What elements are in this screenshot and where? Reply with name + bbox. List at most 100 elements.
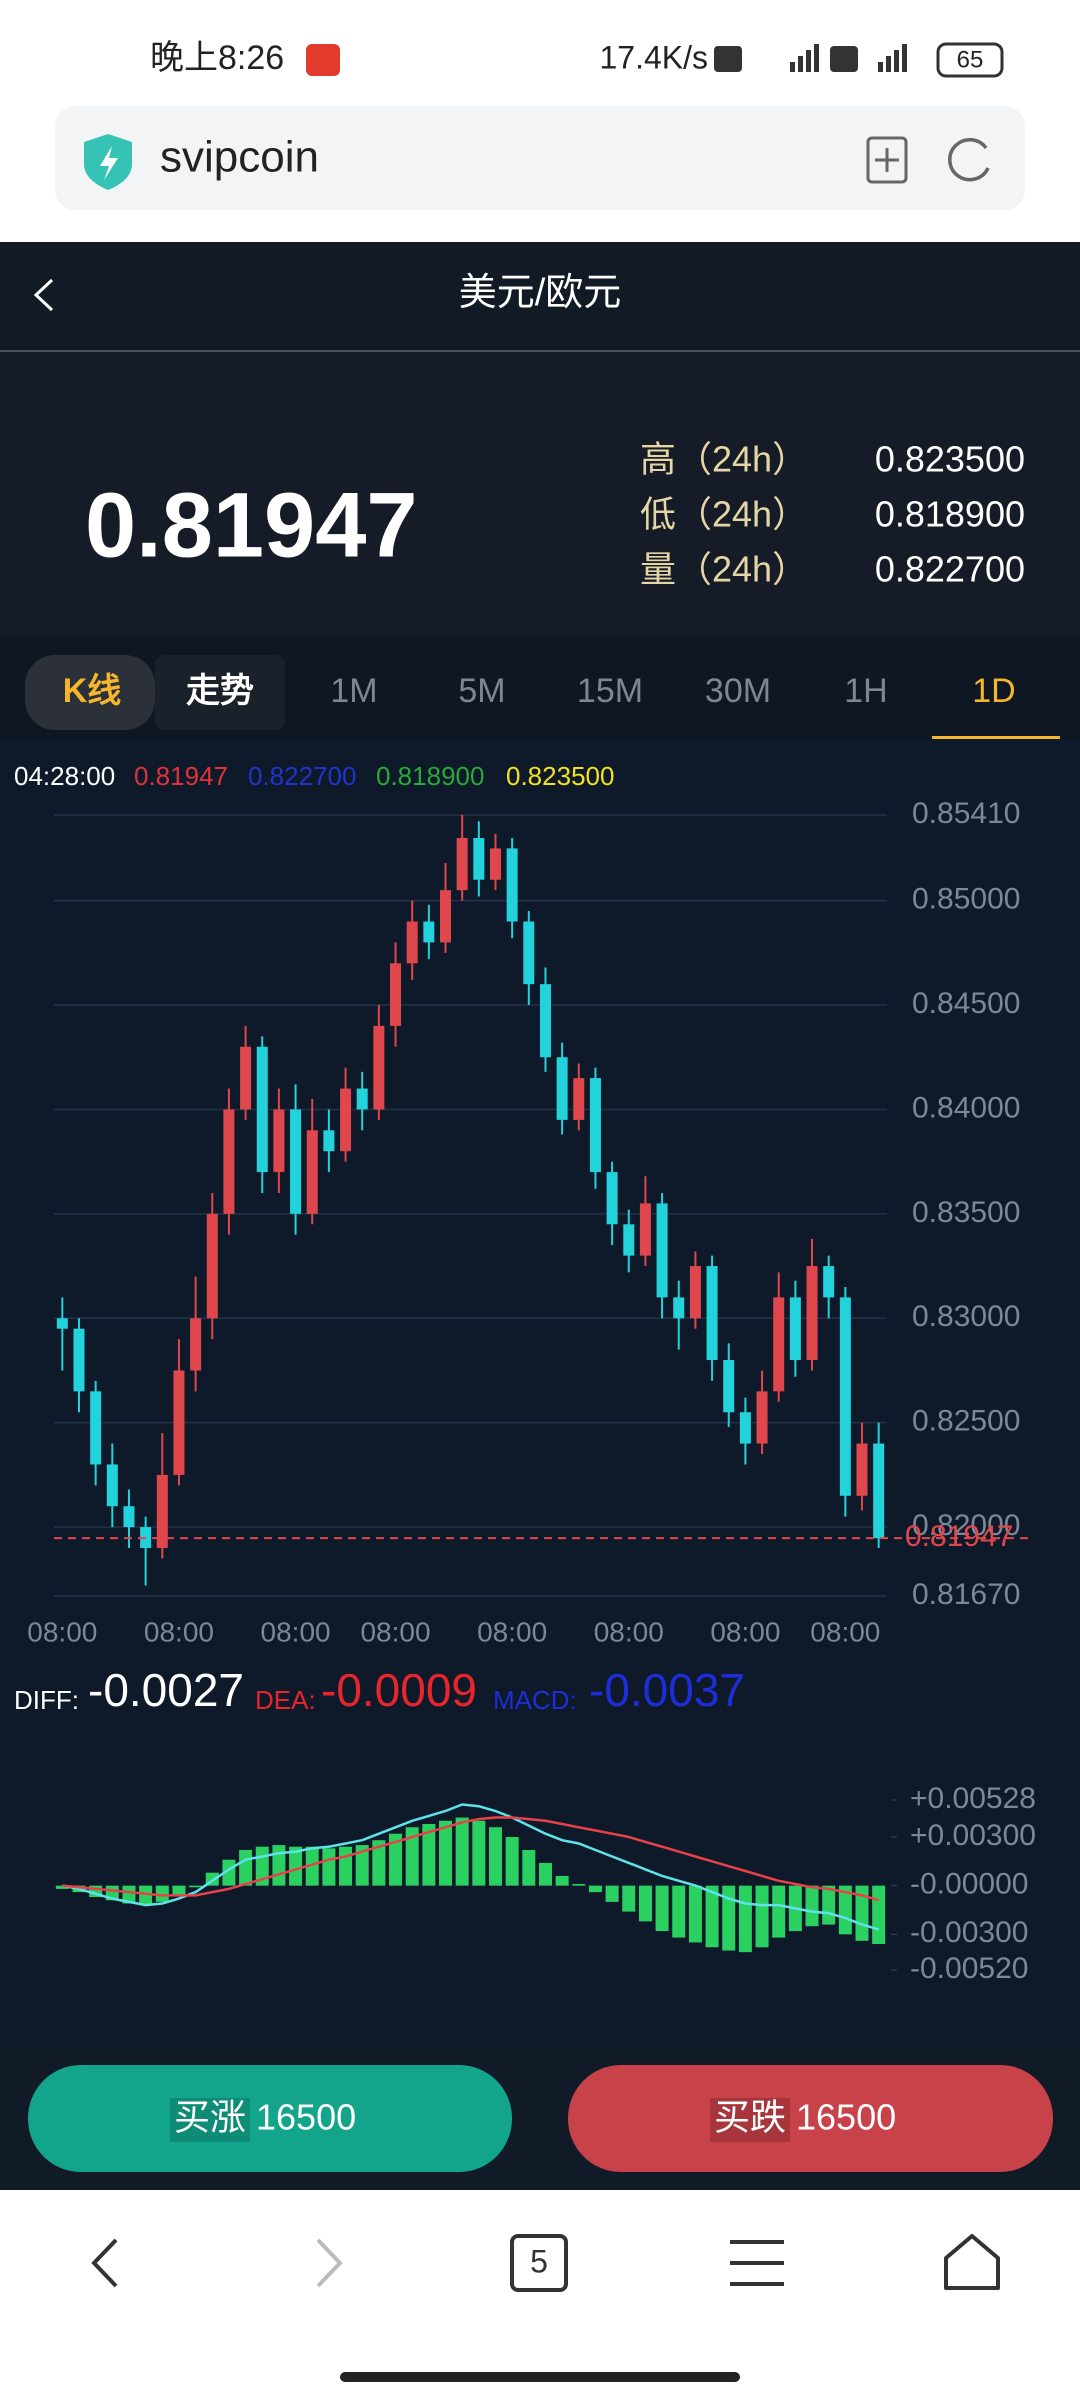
last-price-label: 0.81947: [905, 1520, 1013, 1553]
home-indicator: [340, 2372, 740, 2382]
candle-body: [73, 1328, 85, 1392]
bookmark-button[interactable]: [866, 136, 908, 184]
y-tick-label: 0.84000: [912, 1091, 1020, 1124]
buy-up-button[interactable]: [28, 2065, 512, 2172]
y-tick-label: 0.84500: [912, 987, 1020, 1020]
back-button[interactable]: [33, 278, 54, 312]
macd-bar: [872, 1885, 886, 1945]
address-bar[interactable]: [55, 106, 1025, 210]
candle-body: [656, 1203, 668, 1298]
legend-value: -0.0037: [589, 1664, 745, 1716]
macd-bar: [638, 1885, 652, 1922]
nav-back[interactable]: [91, 2238, 118, 2288]
candle-body: [606, 1172, 618, 1225]
candle-body: [206, 1213, 218, 1319]
info-low: 0.818900: [376, 761, 484, 791]
candle-body: [539, 984, 551, 1058]
x-tick-label: 08:00: [261, 1616, 331, 1647]
macd-bar: [239, 1849, 253, 1886]
candle-body: [856, 1443, 868, 1496]
macd-bar: [122, 1885, 136, 1904]
tab[interactable]: 1M: [330, 672, 377, 710]
battery-level: 65: [957, 46, 984, 73]
candle-body: [290, 1109, 302, 1214]
macd-line: [62, 1803, 880, 1931]
x-tick-label: 08:00: [477, 1616, 547, 1647]
macd-bar: [522, 1849, 536, 1886]
candle-body: [489, 848, 501, 880]
candle-body: [739, 1412, 751, 1444]
macd-bar: [405, 1827, 419, 1886]
battery: [936, 42, 1004, 78]
x-tick-label: 08:00: [144, 1616, 214, 1647]
candle-body: [456, 837, 468, 891]
macd-bar: [355, 1845, 369, 1886]
macd-bar: [705, 1885, 719, 1948]
url[interactable]: svipcoin: [160, 133, 319, 182]
candle-body: [623, 1224, 635, 1256]
macd-bar: [339, 1846, 353, 1886]
tab[interactable]: 15M: [577, 672, 643, 710]
macd-bar: [439, 1820, 453, 1886]
buy-down-button[interactable]: [568, 2065, 1053, 2172]
chart-bg: [0, 740, 1080, 2050]
tab[interactable]: 30M: [705, 672, 771, 710]
tab-pill: [155, 655, 285, 730]
y-tick-label: 0.85410: [912, 797, 1020, 830]
pair-title: 美元/欧元: [459, 272, 622, 314]
x-tick-label: 08:00: [27, 1616, 97, 1647]
status-app-icon: [306, 44, 340, 76]
nav-menu[interactable]: [730, 2240, 784, 2286]
candle-body: [123, 1506, 135, 1528]
macd-bar: [655, 1885, 669, 1932]
nav-forward[interactable]: [316, 2238, 343, 2288]
candle-body: [789, 1297, 801, 1361]
action-label[interactable]: 买跌: [714, 2097, 786, 2138]
candle-body: [440, 890, 452, 943]
macd-bar: [838, 1885, 852, 1935]
y-tick-label: 0.85000: [912, 883, 1020, 916]
candle-body: [173, 1370, 185, 1475]
macd-bar: [855, 1885, 869, 1941]
tab[interactable]: 5M: [458, 672, 505, 710]
chart-info: 04:28:00 0.81947 0.822700 0.818900 0.823500: [14, 761, 614, 791]
tab[interactable]: 1D: [972, 672, 1015, 710]
nav-tabs[interactable]: [510, 2234, 568, 2292]
action-label[interactable]: 买涨: [174, 2097, 246, 2138]
candle-body: [523, 921, 535, 985]
stat-label: 低（24h）: [640, 494, 808, 535]
action-amount[interactable]: 16500: [256, 2097, 356, 2138]
tab[interactable]: K线: [63, 672, 122, 710]
macd-bar: [289, 1846, 303, 1886]
x-tick-label: 08:00: [810, 1616, 880, 1647]
macd-bar: [555, 1875, 569, 1886]
candle-body: [240, 1046, 252, 1110]
candlestick-chart: 0.85410 0.85000 0.84500 0.84000 0.83500 0.830…: [27, 797, 1030, 1647]
action-label-bg: [710, 2098, 790, 2142]
tab-count: 5: [530, 2243, 548, 2279]
legend-value: -0.0009: [321, 1664, 477, 1716]
actions: 买涨 16500 买跌 16500: [170, 2097, 896, 2142]
macd-bar: [722, 1885, 736, 1951]
macd-bar: [272, 1845, 286, 1886]
refresh-button[interactable]: [948, 137, 990, 182]
macd-bar: [189, 1885, 203, 1888]
macd-bar: [55, 1885, 69, 1889]
nav-home[interactable]: [944, 2234, 1000, 2290]
tab[interactable]: 走势: [186, 672, 254, 710]
candle-body: [256, 1046, 268, 1173]
macd-bar: [505, 1836, 519, 1886]
macd-bar: [472, 1820, 486, 1886]
macd-chart: +0.00528 +0.00300 -0.00000 -0.00300-0.00520…: [14, 1664, 1036, 1985]
legend-label: MACD:: [493, 1685, 577, 1715]
macd-line: [62, 1816, 880, 1902]
y-tick-label: 0.82500: [912, 1405, 1020, 1438]
candle-body: [423, 921, 435, 943]
macd-bar: [89, 1885, 103, 1898]
tab[interactable]: 1H: [844, 672, 887, 710]
x-tick-label: 08:00: [360, 1616, 430, 1647]
tab-pill: [25, 655, 155, 730]
action-amount[interactable]: 16500: [796, 2097, 896, 2138]
bookmark-plus: [875, 148, 899, 172]
